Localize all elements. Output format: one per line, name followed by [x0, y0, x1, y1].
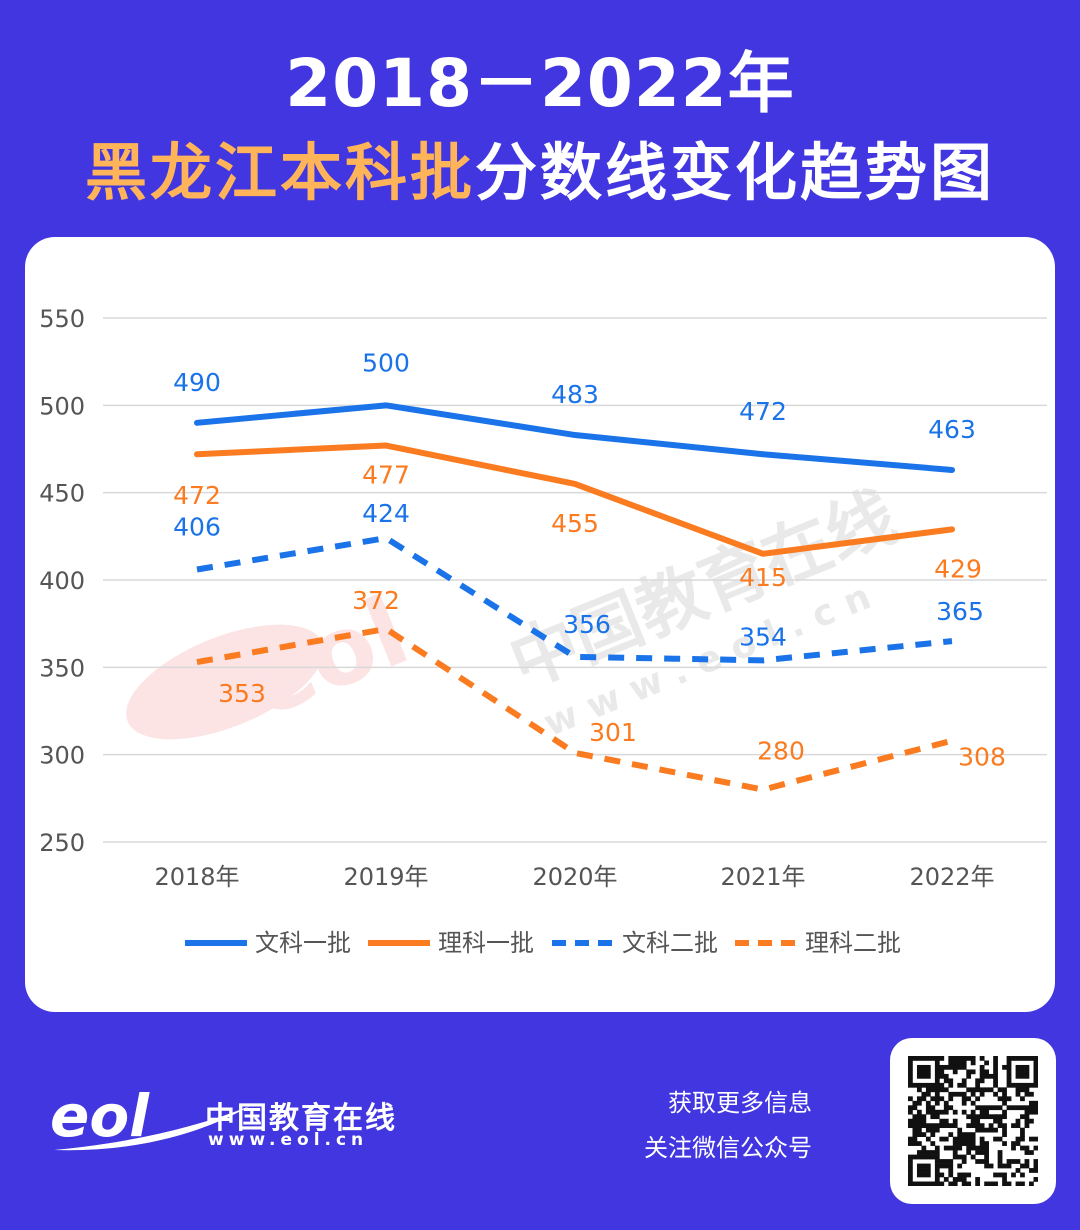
watermark-logo-mark — [126, 624, 324, 740]
chart-card: eol 中国教育在线 w w w . e o l . c n 550 500 450… — [25, 237, 1055, 1012]
x-tick-label: 2018年 — [154, 863, 239, 891]
data-label: 429 — [934, 554, 982, 583]
y-tick-label: 550 — [39, 305, 85, 333]
brand-name: 中国教育在线 — [205, 1101, 397, 1136]
logo-swoosh — [54, 1106, 250, 1151]
data-label: 472 — [173, 481, 221, 510]
y-tick-label: 400 — [39, 567, 85, 595]
data-label: 455 — [551, 509, 599, 538]
qr-code[interactable] — [890, 1038, 1056, 1204]
y-tick-label: 500 — [39, 392, 85, 420]
y-tick-label: 350 — [39, 654, 85, 682]
legend-label: 理科一批 — [438, 929, 534, 957]
data-label: 483 — [551, 380, 599, 409]
title-rest: 分数线变化趋势图 — [475, 136, 996, 209]
data-label: 490 — [173, 368, 221, 397]
x-tick-label: 2020年 — [532, 863, 617, 891]
data-label: 353 — [218, 679, 266, 708]
legend-label: 理科二批 — [805, 929, 901, 957]
eol-logo: eol — [50, 1082, 250, 1151]
series-line — [194, 442, 955, 557]
data-label: 415 — [739, 563, 787, 592]
x-tick-label: 2021年 — [720, 863, 805, 891]
eol-watermark: eol 中国教育在线 w w w . e o l . c n — [126, 477, 907, 745]
title-line2: 黑龙江本科批分数线变化趋势图 — [0, 122, 1080, 212]
y-tick-label: 450 — [39, 480, 85, 508]
info-line1: 获取更多信息 — [668, 1089, 812, 1117]
title-highlight: 黑龙江本科批 — [84, 136, 475, 209]
data-label: 280 — [757, 737, 805, 766]
data-label: 406 — [173, 513, 221, 542]
x-tick-label: 2022年 — [909, 863, 994, 891]
legend-label: 文科二批 — [622, 929, 718, 957]
data-label: 477 — [362, 461, 410, 490]
data-label: 424 — [362, 499, 410, 528]
data-label: 356 — [563, 610, 611, 639]
legend-label: 文科一批 — [255, 929, 351, 957]
series-line — [194, 402, 955, 473]
data-label: 301 — [589, 718, 637, 747]
data-label: 500 — [362, 348, 410, 377]
logo-letters: eol — [50, 1082, 150, 1150]
line-chart: eol 中国教育在线 w w w . e o l . c n 550 500 450… — [39, 305, 1047, 957]
x-tick-label: 2019年 — [343, 863, 428, 891]
data-label: 472 — [739, 397, 787, 426]
title-line1: 2018－2022年 — [285, 45, 795, 122]
data-label: 308 — [958, 743, 1006, 772]
qr-code-image — [908, 1056, 1038, 1186]
data-label: 372 — [352, 586, 400, 615]
brand-url[interactable]: www.eol.cn — [208, 1130, 369, 1150]
series-line — [196, 535, 953, 664]
data-label: 365 — [936, 597, 984, 626]
y-tick-label: 250 — [39, 829, 85, 857]
info-line2: 关注微信公众号 — [644, 1134, 812, 1162]
series-line — [196, 625, 953, 793]
data-label: 354 — [739, 622, 787, 651]
y-tick-label: 300 — [39, 742, 85, 770]
data-label: 463 — [928, 415, 976, 444]
